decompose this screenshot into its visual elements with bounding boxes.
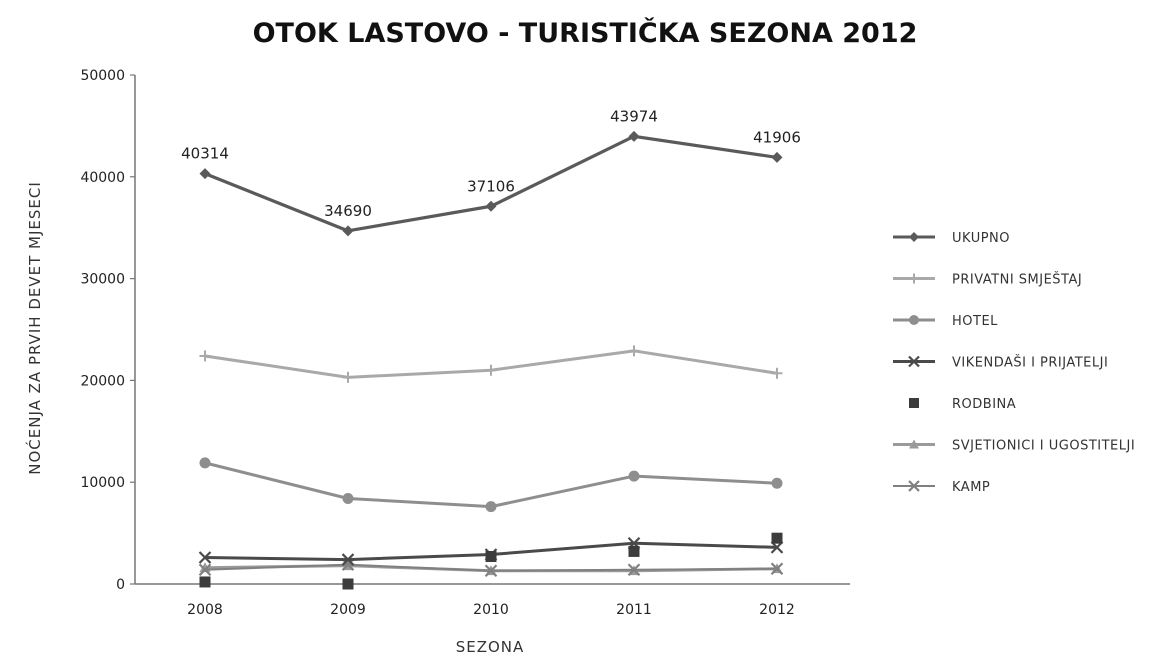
data-point bbox=[341, 553, 355, 566]
data-point bbox=[199, 576, 211, 588]
data-point bbox=[628, 545, 640, 557]
data-point bbox=[627, 563, 641, 577]
data-point bbox=[628, 345, 640, 357]
data-label: 43974 bbox=[610, 107, 658, 125]
legend-label: PRIVATNI SMJEŠTAJ bbox=[952, 272, 1082, 288]
legend: UKUPNO PRIVATNI SMJEŠTAJ HOTEL VIKENDAŠI I … bbox=[893, 231, 1135, 495]
legend-marker bbox=[908, 480, 920, 492]
data-point bbox=[198, 563, 212, 577]
legend-marker bbox=[909, 232, 919, 242]
y-tick-label: 50000 bbox=[80, 68, 125, 84]
y-tick-label: 20000 bbox=[80, 373, 125, 389]
legend-marker bbox=[909, 273, 919, 284]
data-point bbox=[771, 532, 783, 544]
data-label: 41906 bbox=[753, 128, 801, 146]
x-tick-label: 2008 bbox=[187, 602, 223, 618]
legend-item: PRIVATNI SMJEŠTAJ bbox=[893, 272, 1082, 288]
legend-label: SVJETIONICI I UGOSTITELJI bbox=[952, 439, 1135, 454]
legend-marker bbox=[909, 315, 919, 325]
series-group bbox=[198, 130, 784, 590]
series-rodbina bbox=[199, 532, 783, 590]
series-kamp bbox=[198, 558, 784, 578]
data-labels: 40314 34690 37106 43974 41906 bbox=[181, 107, 801, 220]
legend-marker bbox=[909, 398, 919, 408]
data-point bbox=[199, 457, 211, 469]
legend-item: UKUPNO bbox=[893, 231, 1010, 246]
data-point bbox=[198, 551, 212, 564]
data-point bbox=[771, 151, 783, 163]
x-tick-label: 2010 bbox=[473, 602, 509, 618]
x-axis-label: SEZONA bbox=[456, 638, 525, 655]
data-point bbox=[628, 470, 640, 482]
legend-label: RODBINA bbox=[952, 397, 1016, 412]
series-hotel bbox=[199, 457, 783, 513]
y-tick-label: 40000 bbox=[80, 170, 125, 186]
data-point bbox=[771, 367, 783, 379]
data-point bbox=[342, 578, 354, 590]
legend-item: HOTEL bbox=[893, 314, 998, 329]
data-point bbox=[628, 130, 640, 142]
y-tick-label: 0 bbox=[116, 577, 125, 593]
x-tick-label: 2011 bbox=[616, 602, 652, 618]
series-privatni-smještaj bbox=[199, 345, 783, 383]
y-tick-labels: 0 10000 20000 30000 40000 50000 bbox=[80, 68, 135, 593]
legend-item: VIKENDAŠI I PRIJATELJI bbox=[893, 355, 1108, 371]
legend-item: RODBINA bbox=[909, 397, 1016, 412]
data-point bbox=[771, 477, 783, 489]
data-point bbox=[485, 364, 497, 376]
data-point bbox=[484, 564, 498, 578]
data-point bbox=[342, 371, 354, 383]
y-tick-label: 10000 bbox=[80, 475, 125, 491]
legend-item: KAMP bbox=[893, 480, 990, 495]
chart-title: OTOK LASTOVO - TURISTIČKA SEZONA 2012 bbox=[253, 17, 918, 49]
data-point bbox=[485, 501, 497, 513]
data-label: 34690 bbox=[324, 202, 372, 220]
data-point bbox=[199, 350, 211, 362]
legend-marker bbox=[908, 355, 920, 368]
series-line bbox=[204, 461, 778, 509]
legend-label: UKUPNO bbox=[952, 231, 1010, 246]
y-tick-label: 30000 bbox=[80, 272, 125, 288]
data-point bbox=[770, 562, 784, 576]
legend-label: HOTEL bbox=[952, 314, 998, 329]
y-axis-label: NOĆENJA ZA PRVIH DEVET MJESECI bbox=[25, 181, 44, 475]
data-label: 37106 bbox=[467, 177, 515, 195]
x-tick-label: 2012 bbox=[759, 602, 795, 618]
legend-item: SVJETIONICI I UGOSTITELJI bbox=[893, 439, 1135, 454]
series-ukupno bbox=[199, 130, 783, 237]
data-label: 40314 bbox=[181, 145, 229, 163]
x-tick-labels: 2008 2009 2010 2011 2012 bbox=[187, 602, 795, 618]
data-point bbox=[485, 200, 497, 212]
data-point bbox=[199, 168, 211, 180]
legend-marker bbox=[909, 439, 919, 449]
legend-label: VIKENDAŠI I PRIJATELJI bbox=[952, 355, 1108, 371]
data-point bbox=[342, 492, 354, 504]
data-point bbox=[342, 225, 354, 237]
legend-label: KAMP bbox=[952, 480, 990, 495]
x-tick-label: 2009 bbox=[330, 602, 366, 618]
data-point bbox=[485, 551, 497, 563]
